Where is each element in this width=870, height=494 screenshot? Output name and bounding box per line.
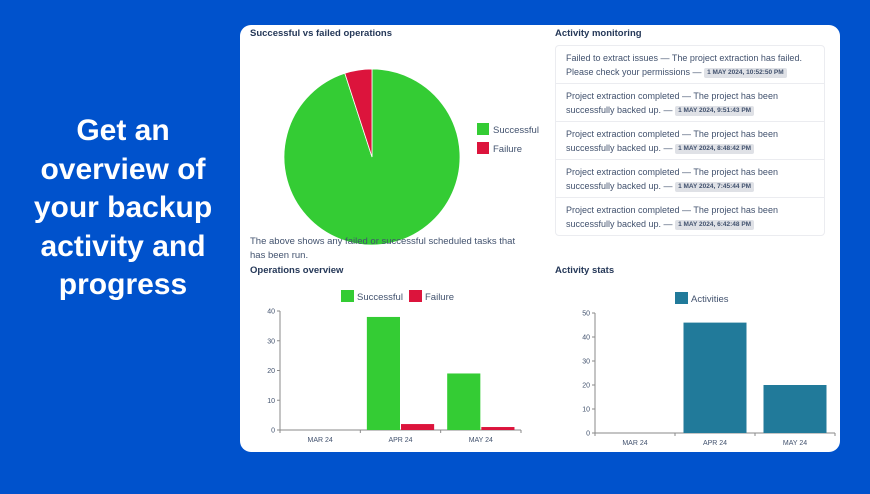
- bar-failure-may-24: [481, 427, 515, 430]
- activity-timestamp: 1 MAY 2024, 8:48:42 PM: [675, 144, 755, 154]
- activity-item: Failed to extract issues — The project e…: [556, 46, 824, 84]
- operations-bar-chart: Successful Failure 0 10 20 30 40 MAR 24 APR 24 MA…: [267, 290, 522, 444]
- x-tick-label: MAR 24: [308, 437, 333, 444]
- y-tick-label: 50: [582, 311, 590, 318]
- bar-failure-apr-24: [401, 424, 435, 430]
- y-tick-label: 30: [267, 338, 275, 345]
- activity-list: Failed to extract issues — The project e…: [555, 45, 825, 236]
- x-tick-label: APR 24: [703, 440, 727, 447]
- legend-label-failure: Failure: [425, 292, 454, 303]
- y-tick-label: 20: [582, 383, 590, 390]
- legend-label-successful: Successful: [357, 292, 403, 303]
- x-tick-label: APR 24: [388, 437, 412, 444]
- bar-activities-may-24: [763, 385, 827, 433]
- activity-item: Project extraction completed — The proje…: [556, 160, 824, 198]
- activity-timestamp: 1 MAY 2024, 9:51:43 PM: [675, 106, 755, 116]
- y-tick-label: 0: [271, 428, 275, 435]
- y-tick-label: 20: [267, 368, 275, 375]
- activity-message: Failed to extract issues — The project e…: [566, 53, 802, 77]
- dashboard-card: Successful vs failed operations Successf…: [240, 25, 840, 452]
- pie-chart: Successful Failure: [283, 68, 539, 245]
- legend-swatch-failure: [477, 142, 489, 154]
- activity-stats-title: Activity stats: [555, 265, 615, 276]
- x-tick-label: MAY 24: [469, 437, 493, 444]
- activity-message: Project extraction completed — The proje…: [566, 167, 778, 191]
- legend-swatch-activities: [675, 292, 688, 304]
- y-tick-label: 10: [267, 398, 275, 405]
- x-tick-label: MAY 24: [783, 440, 807, 447]
- legend-swatch-successful: [341, 290, 354, 302]
- y-tick-label: 0: [586, 431, 590, 438]
- legend-swatch-successful: [477, 123, 489, 135]
- pie-chart-title: Successful vs failed operations: [250, 28, 393, 39]
- y-tick-label: 40: [582, 335, 590, 342]
- legend-swatch-failure: [409, 290, 422, 302]
- legend-label-successful: Successful: [493, 125, 539, 136]
- pie-slice-failure: [344, 68, 373, 158]
- headline: Get an overview of your backup activity …: [33, 114, 213, 301]
- activity-timestamp: 1 MAY 2024, 7:45:44 PM: [675, 182, 755, 192]
- bar-successful-may-24: [447, 373, 481, 430]
- activity-timestamp: 1 MAY 2024, 10:52:50 PM: [704, 68, 787, 78]
- activity-message: Project extraction completed — The proje…: [566, 129, 778, 153]
- activity-item: Project extraction completed — The proje…: [556, 84, 824, 122]
- activity-item: Project extraction completed — The proje…: [556, 122, 824, 160]
- operations-overview-title: Operations overview: [250, 265, 344, 276]
- activity-stats-bar-chart: Activities 0 10 20 30 40 50 MAR 24 APR 24 MAY 24: [582, 292, 836, 447]
- bar-activities-apr-24: [683, 322, 747, 433]
- x-tick-label: MAR 24: [622, 440, 647, 447]
- bar-successful-apr-24: [366, 316, 400, 430]
- activity-message: Project extraction completed — The proje…: [566, 91, 778, 115]
- y-tick-label: 30: [582, 359, 590, 366]
- activity-timestamp: 1 MAY 2024, 6:42:48 PM: [675, 220, 755, 230]
- activity-item: Project extraction completed — The proje…: [556, 198, 824, 235]
- y-tick-label: 40: [267, 309, 275, 316]
- pie-chart-description: The above shows any failed or successful…: [250, 236, 516, 261]
- y-tick-label: 10: [582, 407, 590, 414]
- activity-monitoring-title: Activity monitoring: [555, 28, 642, 39]
- legend-label-activities: Activities: [691, 294, 729, 305]
- activity-message: Project extraction completed — The proje…: [566, 205, 778, 229]
- legend-label-failure: Failure: [493, 144, 522, 155]
